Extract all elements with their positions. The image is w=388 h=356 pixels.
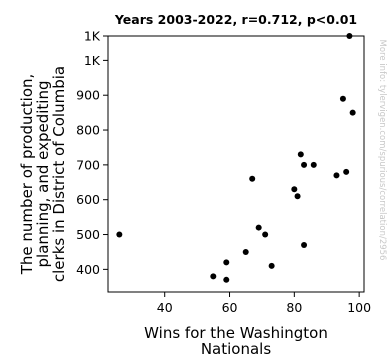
x-axis-label-line-1: Wins for the Washington [144,324,328,342]
x-axis-label-line-2: Nationals [201,340,272,356]
data-point [339,95,346,102]
y-axis-label-line-1: The number of production, [18,74,36,276]
data-point [291,186,298,193]
data-point [346,33,353,39]
y-tick-label: 400 [76,262,100,277]
y-tick-label: 600 [76,192,100,207]
data-point [349,109,356,116]
y-tick-label: 700 [76,157,100,172]
data-point [343,168,350,175]
y-tick-label: 1K [84,53,101,68]
data-point [333,172,340,179]
data-point [210,273,217,280]
data-point [294,193,301,200]
x-tick-label: 60 [222,300,238,315]
data-point [301,241,308,248]
y-axis-ticks: 400 500 600 700 800 900 1K 1K [76,29,108,277]
data-point [242,248,249,255]
y-tick-label: 1K [84,29,101,44]
y-axis-label: The number of production, planning, and … [18,66,68,282]
plot-area [107,35,365,293]
x-axis-ticks: 40 60 80 100 [157,292,371,315]
data-point [116,231,123,238]
x-tick-label: 100 [347,300,371,315]
data-point [223,276,230,283]
data-point [255,224,262,231]
y-axis-label-line-3: clerks in District of Columbia [50,66,68,282]
chart-title: Years 2003-2022, r=0.712, p<0.01 [114,12,357,27]
data-point [223,259,230,266]
watermark: More info: tylervigen.com/spurious/corre… [377,40,387,261]
data-point [301,161,308,168]
data-point [310,161,317,168]
data-points [116,33,356,283]
data-point [268,262,275,269]
x-tick-label: 40 [157,300,173,315]
y-tick-label: 900 [76,88,100,103]
data-point [249,175,256,182]
data-point [262,231,269,238]
x-axis-label: Wins for the Washington Nationals [144,324,328,356]
y-tick-label: 800 [76,123,100,138]
data-point [297,151,304,158]
y-tick-label: 500 [76,227,100,242]
y-axis-label-line-2: planning, and expediting [34,81,52,268]
x-tick-label: 80 [286,300,302,315]
